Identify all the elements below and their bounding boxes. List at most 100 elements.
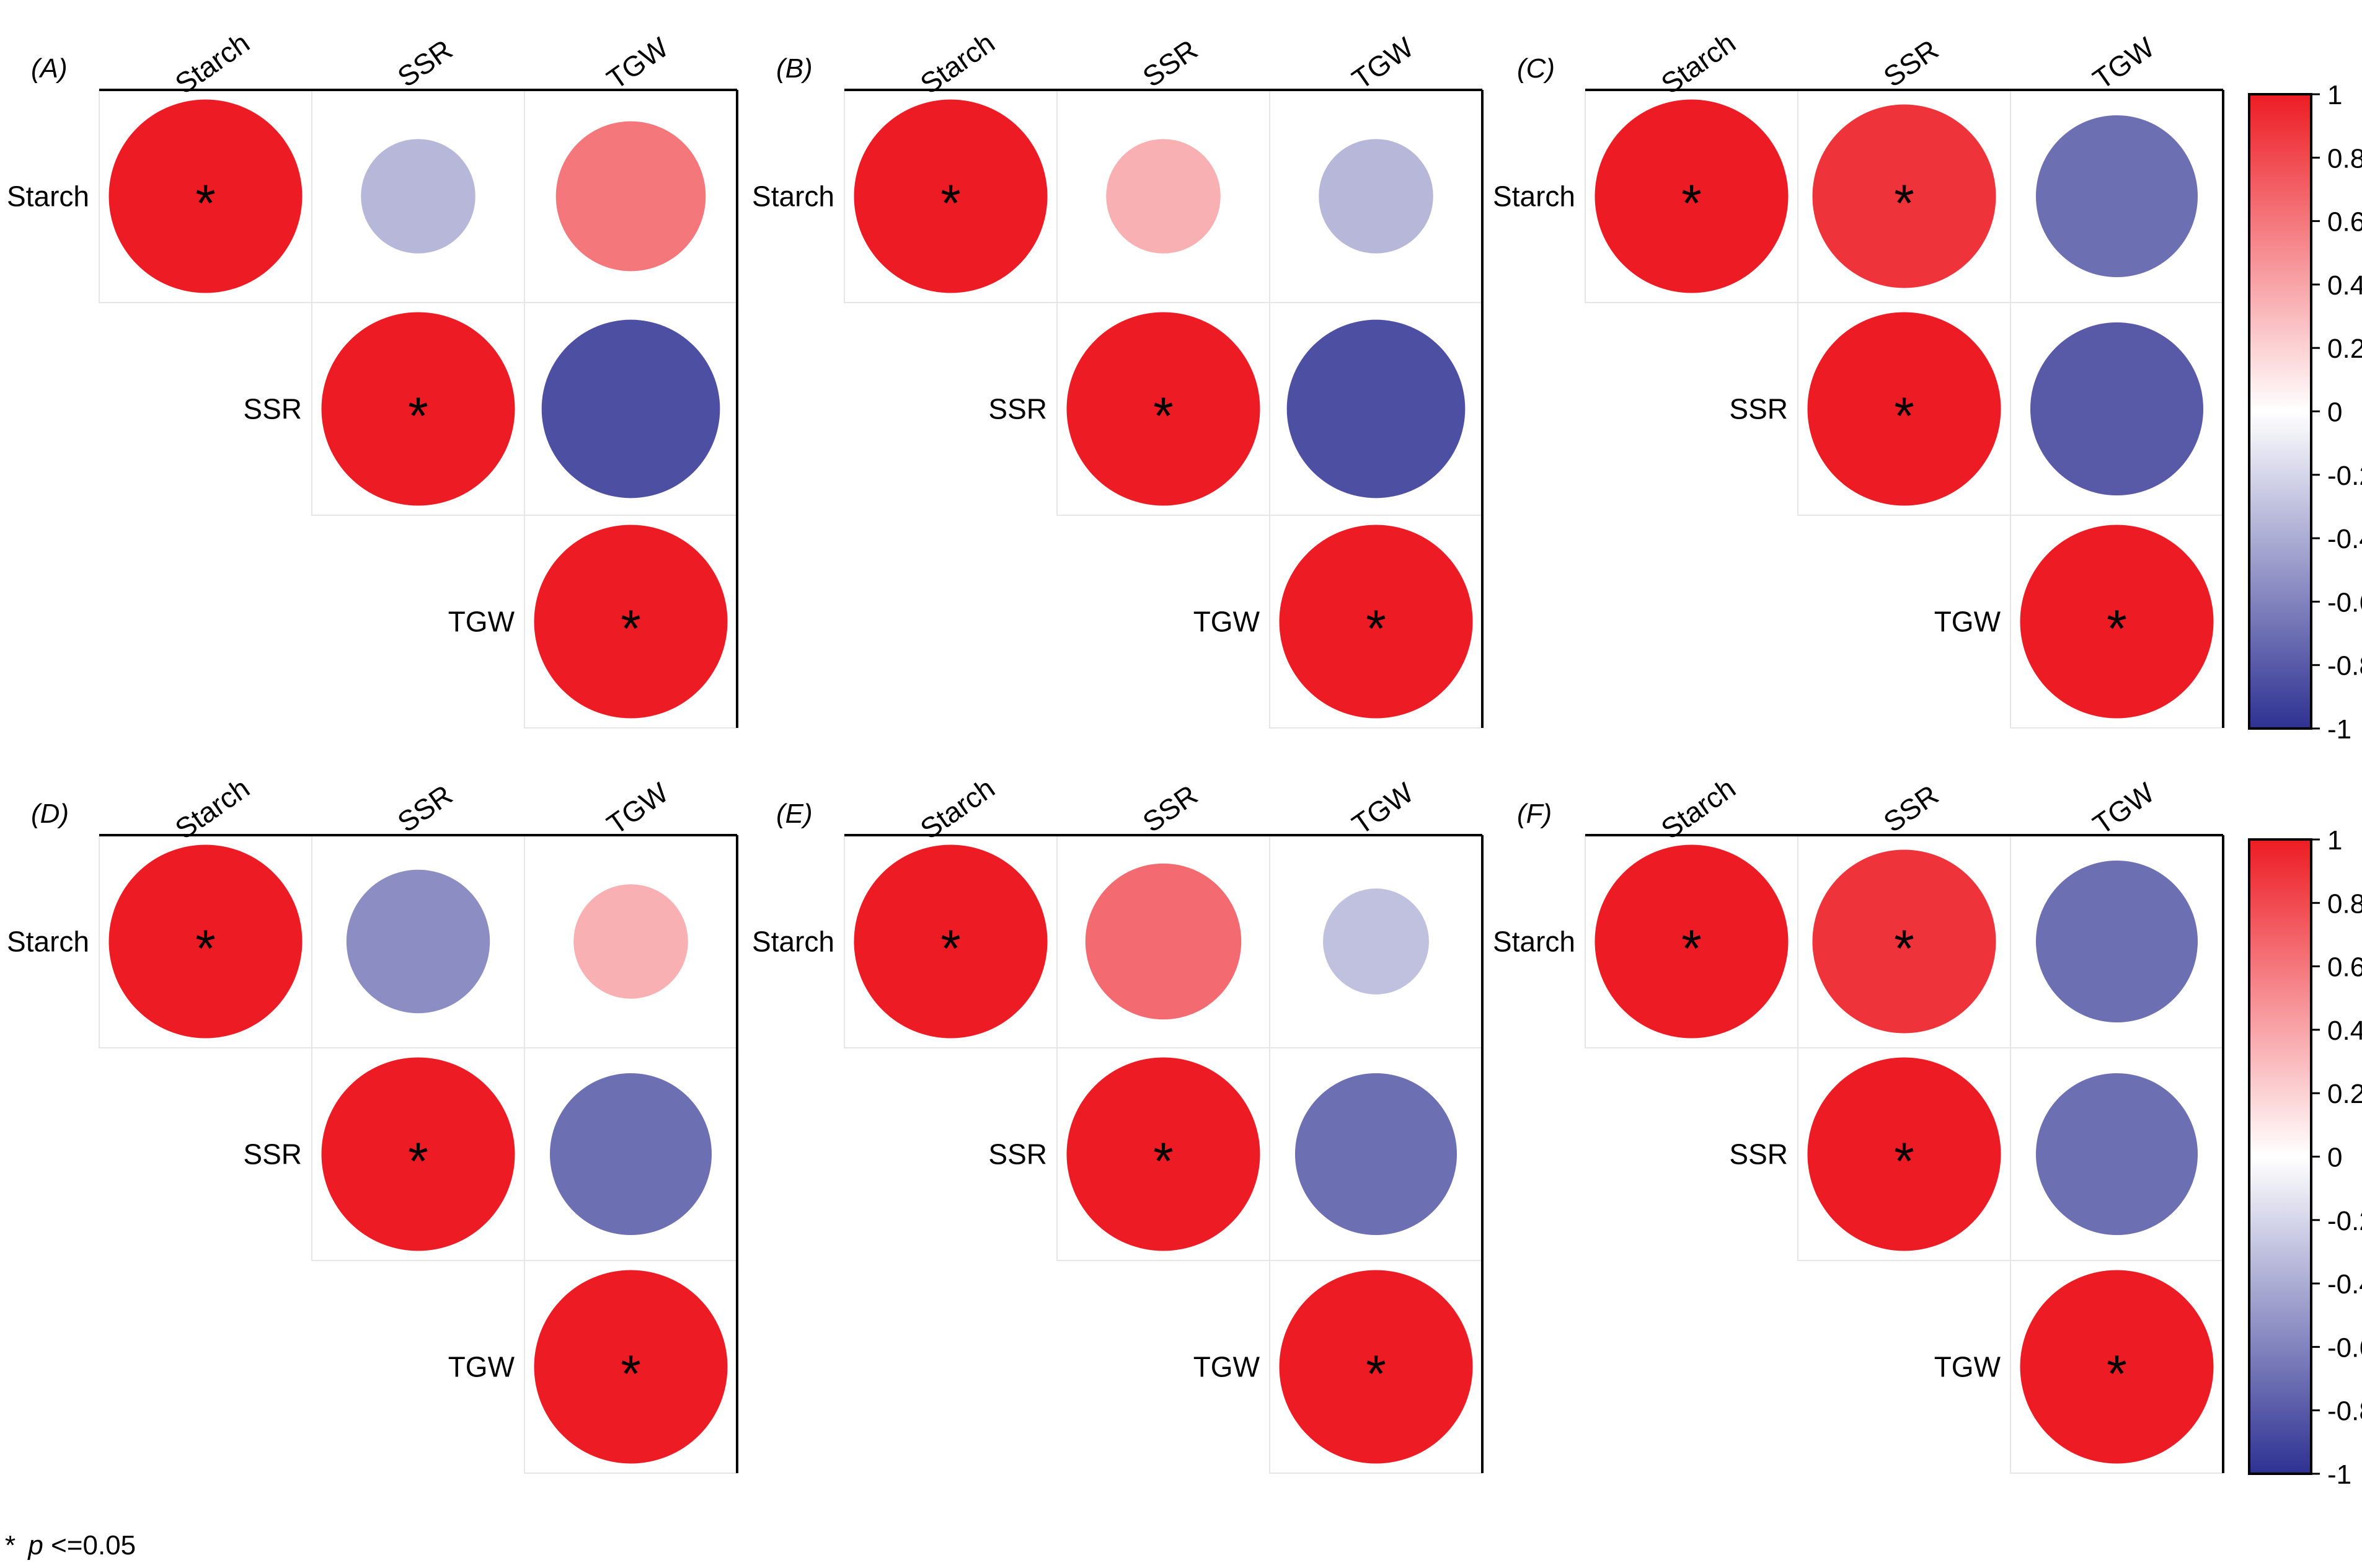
correlation-circle [1066,312,1260,506]
colorbar-tick-label: 0.2 [2327,1079,2362,1109]
row-tick-label: Starch [7,180,89,213]
colorbar-bottom: 1 0.8 0.6 0.4 0.2 0 -0.2 -0.4 -0.6 -0.8 -1 [2248,825,2362,1490]
panel-label: (C) [1517,53,1555,84]
correlation-circle [1807,312,2001,506]
colorbar-tick-label: -0.8 [2327,1396,2362,1427]
significance-star: * [940,174,961,233]
footnote-star: * [5,1530,15,1561]
colorbar-tick-label: -1 [2327,1459,2351,1490]
panel-label: (F) [1517,799,1552,829]
significance-star: * [2107,600,2127,658]
colorbar-tick-label: 0.8 [2327,888,2362,919]
significance-star: * [195,174,216,233]
significance-star: * [1681,174,1702,233]
significance-star: * [1894,919,1914,978]
correlation-circle [2035,1073,2198,1236]
column-tick-label: SSR [392,778,458,838]
correlation-circle [108,99,303,293]
significance-star: * [1681,919,1702,978]
footnote-p: p [27,1530,43,1561]
significance-star: * [1366,1345,1386,1403]
correlation-circle [1595,844,1789,1039]
correlation-circle [1812,104,1996,288]
row-tick-label: TGW [1934,1351,2001,1383]
column-tick-label: TGW [2087,30,2160,95]
correlation-circle [2020,1270,2214,1464]
colorbar-tick-label: -0.4 [2327,1269,2362,1300]
footnote-threshold: <=0.05 [51,1530,136,1561]
correlation-circle [1812,849,1996,1034]
significance-star: * [1894,1132,1914,1190]
correlation-circle [1085,863,1242,1020]
correlation-circle [573,884,688,999]
correlation-circle [534,525,728,719]
column-tick-label: TGW [601,776,674,840]
column-tick-label: TGW [1346,776,1419,840]
column-tick-label: SSR [1137,33,1203,93]
column-tick-label: TGW [1346,30,1419,95]
significance-star: * [1894,387,1914,445]
correlation-circle [534,1270,728,1464]
correlation-circle [321,1057,515,1251]
correlation-circle [549,1073,712,1236]
significance-star: * [408,1132,428,1190]
column-tick-label: SSR [1878,33,1944,93]
correlation-circle [346,869,490,1014]
significance-star: * [408,387,428,445]
colorbars-layer: 1 0.8 0.6 0.4 0.2 0 -0.2 -0.4 -0.6 -0.8 -1 1 0.8 0.6 0… [2248,80,2362,1490]
correlation-circle [1807,1057,2001,1251]
row-tick-label: TGW [1193,606,1260,638]
significance-star: * [1153,1132,1174,1190]
correlation-circle [1279,1270,1473,1464]
correlation-circle [2030,322,2204,496]
correlation-circle [1319,139,1433,254]
correlation-circle [2020,525,2214,719]
panel-label: (B) [776,53,813,84]
correlation-circle [1595,99,1789,293]
row-tick-label: SSR [1729,393,1788,425]
correlation-circle [361,139,475,254]
colorbar-tick-label: -0.4 [2327,524,2362,554]
correlation-circle [321,312,515,506]
significance-star: * [1366,600,1386,658]
row-tick-label: SSR [243,1138,302,1171]
column-tick-label: TGW [2087,776,2160,840]
colorbar-tick-label: -0.8 [2327,651,2362,681]
correlation-circle [1323,888,1429,994]
correlation-circle [1294,1073,1457,1236]
panel-label: (E) [776,799,813,829]
row-tick-label: TGW [448,606,515,638]
row-tick-label: TGW [1193,1351,1260,1383]
colorbar-tick-label: 0.4 [2327,1016,2362,1046]
colorbar-tick-label: 0.2 [2327,334,2362,364]
column-tick-label: SSR [1137,778,1203,838]
significance-footnote: * p <=0.05 [5,1530,136,1561]
colorbar-tick-label: 0.4 [2327,270,2362,301]
correlation-circle [541,319,720,498]
correlation-circle [1286,319,1466,498]
colorbar-tick-label: 1 [2327,825,2342,856]
colorbar-tick-label: 1 [2327,80,2342,110]
column-tick-label: SSR [392,33,458,93]
column-tick-label: TGW [601,30,674,95]
significance-star: * [195,919,216,978]
significance-star: * [621,600,641,658]
colorbar-tick-label: 0 [2327,1143,2342,1173]
correlation-circle [854,99,1048,293]
significance-star: * [1153,387,1174,445]
row-tick-label: Starch [752,180,834,213]
correlation-circle [1106,139,1221,254]
colorbar-tick-label: -1 [2327,714,2351,745]
row-tick-label: Starch [752,926,834,958]
row-tick-label: Starch [1493,180,1575,213]
colorbar-tick-label: 0.8 [2327,143,2362,174]
panel-label: (D) [31,799,69,829]
row-tick-label: TGW [1934,606,2001,638]
colorbar-tick-label: -0.2 [2327,1206,2362,1236]
colorbar-tick-label: -0.6 [2327,1332,2362,1363]
colorbar-gradient [2248,838,2312,1475]
